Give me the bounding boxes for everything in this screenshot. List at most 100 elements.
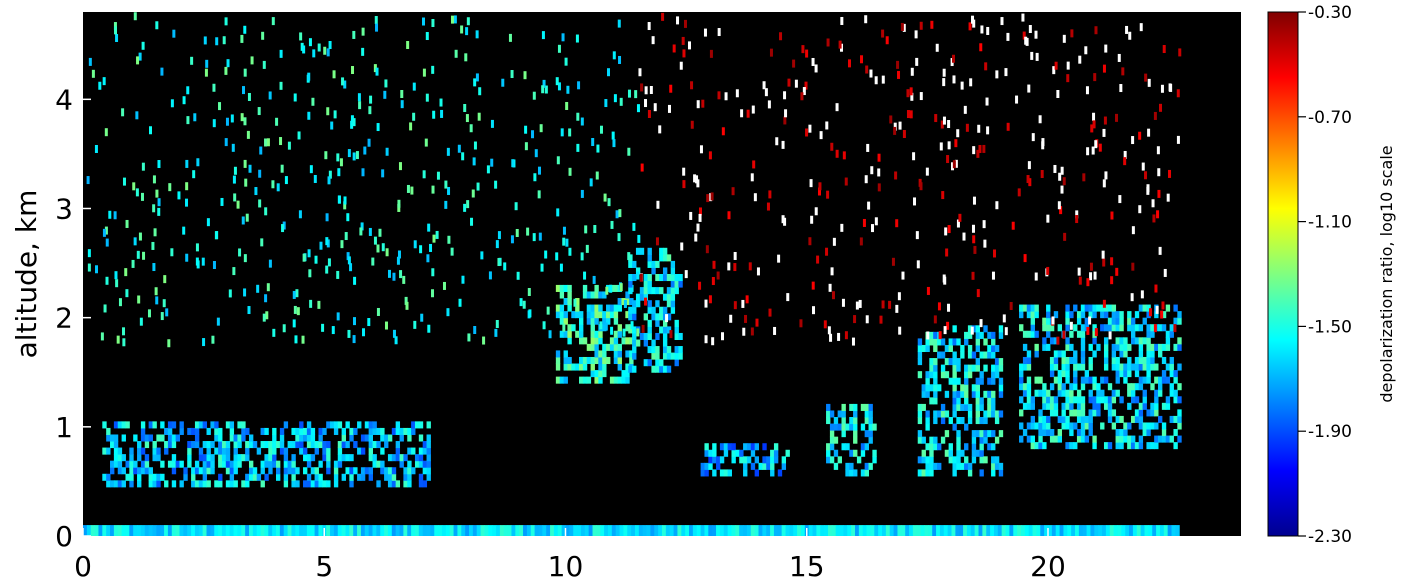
- heatmap-cell: [885, 525, 891, 536]
- heatmap-cell: [1088, 363, 1093, 371]
- heatmap-cell: [322, 480, 327, 488]
- heatmap-cell: [497, 231, 501, 240]
- heatmap-cell: [717, 91, 721, 100]
- heatmap-cell: [877, 168, 881, 177]
- heatmap-cell: [410, 186, 414, 195]
- heatmap-cell: [1096, 389, 1101, 397]
- heatmap-cell: [1103, 350, 1109, 358]
- heatmap-cell: [1024, 36, 1028, 45]
- heatmap-cell: [655, 352, 660, 360]
- heatmap-cell: [113, 480, 119, 488]
- heatmap-cell: [947, 303, 951, 312]
- heatmap-cell: [1022, 429, 1028, 437]
- heatmap-cell: [598, 330, 603, 338]
- heatmap-cell: [361, 47, 365, 56]
- heatmap-cell: [1098, 143, 1102, 152]
- heatmap-cell: [948, 338, 953, 346]
- heatmap-cell: [975, 410, 980, 418]
- heatmap-cell: [341, 473, 346, 481]
- heatmap-cell: [860, 423, 866, 431]
- heatmap-cell: [915, 57, 919, 66]
- heatmap-cell: [934, 114, 938, 123]
- heatmap-cell: [218, 460, 223, 468]
- heatmap-cell: [1065, 422, 1070, 430]
- heatmap-cell: [925, 417, 930, 425]
- heatmap-cell: [1026, 396, 1032, 404]
- heatmap-cell: [530, 525, 536, 536]
- heatmap-cell: [563, 363, 568, 371]
- heatmap-cell: [122, 338, 126, 347]
- heatmap-cell: [310, 427, 316, 435]
- heatmap-cell: [372, 454, 377, 462]
- heatmap-cell: [1158, 343, 1163, 351]
- heatmap-cell: [210, 525, 215, 536]
- heatmap-cell: [619, 283, 623, 292]
- heatmap-cell: [106, 473, 111, 481]
- heatmap-cell: [368, 421, 373, 429]
- heatmap-cell: [1080, 383, 1086, 391]
- heatmap-cell: [1171, 525, 1176, 536]
- heatmap-cell: [979, 403, 984, 411]
- heatmap-cell: [1076, 415, 1082, 423]
- heatmap-cell: [117, 525, 123, 536]
- heatmap-cell: [872, 456, 877, 464]
- heatmap-cell: [704, 462, 709, 470]
- heatmap-cell: [994, 344, 1000, 353]
- heatmap-cell: [816, 525, 821, 536]
- heatmap-cell: [590, 356, 595, 365]
- heatmap-cell: [849, 469, 854, 477]
- heatmap-cell: [579, 311, 584, 319]
- heatmap-cell: [1150, 442, 1155, 450]
- heatmap-cell: [318, 441, 323, 449]
- heatmap-cell: [1004, 68, 1008, 77]
- heatmap-cell: [766, 525, 771, 536]
- heatmap-cell: [929, 364, 934, 372]
- heatmap-cell: [1127, 324, 1132, 332]
- heatmap-cell: [602, 291, 607, 299]
- heatmap-cell: [422, 447, 428, 455]
- heatmap-cell: [1132, 525, 1138, 536]
- heatmap-cell: [1173, 376, 1178, 384]
- heatmap-cell: [1046, 317, 1051, 325]
- heatmap-cell: [1053, 376, 1059, 384]
- heatmap-cell: [940, 364, 946, 372]
- heatmap-cell: [670, 274, 676, 282]
- heatmap-cell: [1092, 112, 1096, 121]
- heatmap-cell: [1027, 161, 1031, 170]
- heatmap-cell: [121, 525, 126, 536]
- heatmap-cell: [463, 203, 467, 212]
- heatmap-cell: [1102, 64, 1106, 73]
- heatmap-cell: [1049, 435, 1055, 443]
- heatmap-cell: [662, 346, 668, 354]
- heatmap-cell: [602, 363, 607, 371]
- heatmap-cell: [1076, 429, 1082, 437]
- heatmap-cell: [1020, 525, 1026, 536]
- heatmap-cell: [86, 176, 90, 185]
- heatmap-cell: [256, 525, 262, 536]
- heatmap-cell: [307, 111, 311, 120]
- heatmap-cell: [727, 211, 731, 220]
- heatmap-cell: [1034, 304, 1039, 312]
- heatmap-cell: [1158, 350, 1163, 358]
- heatmap-cell: [993, 249, 997, 258]
- heatmap-cell: [719, 456, 725, 464]
- heatmap-cell: [291, 480, 296, 488]
- heatmap-cell: [245, 454, 250, 462]
- heatmap-cell: [261, 31, 265, 40]
- heatmap-cell: [831, 525, 837, 536]
- heatmap-cell: [1146, 184, 1150, 193]
- heatmap-cell: [1154, 442, 1159, 450]
- heatmap-cell: [113, 460, 119, 468]
- heatmap-cell: [221, 454, 227, 462]
- heatmap-cell: [378, 228, 382, 237]
- heatmap-cell: [206, 525, 211, 536]
- heatmap-cell: [819, 131, 823, 140]
- heatmap-cell: [476, 525, 482, 536]
- heatmap-cell: [847, 525, 852, 536]
- heatmap-cell: [940, 417, 946, 425]
- heatmap-cell: [155, 296, 159, 305]
- heatmap-cell: [672, 44, 676, 53]
- heatmap-cell: [113, 454, 119, 462]
- heatmap-cell: [1161, 402, 1167, 410]
- heatmap-cell: [441, 525, 447, 536]
